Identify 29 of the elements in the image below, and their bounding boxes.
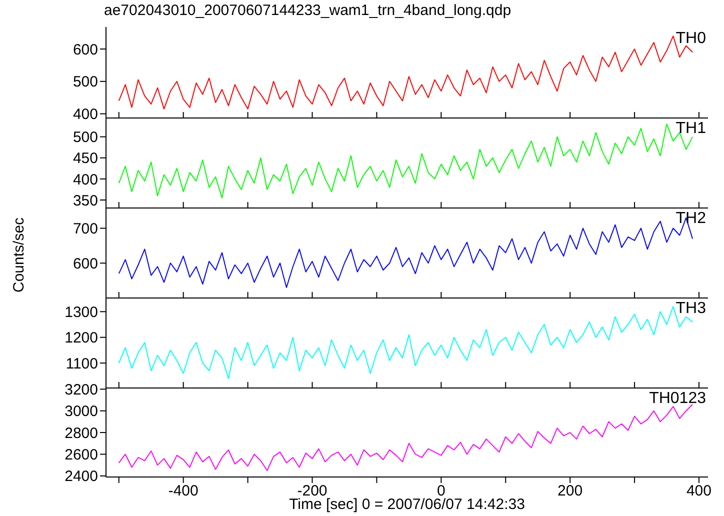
x-tick-label: 200 <box>558 482 583 500</box>
y-tick-label: 450 <box>72 150 98 168</box>
series-label: TH0 <box>676 30 706 48</box>
chart-title: ae702043010_20070607144233_wam1_trn_4band_long.qdp <box>104 2 512 19</box>
series-label: TH2 <box>676 210 706 228</box>
y-tick-label: 500 <box>72 129 98 146</box>
x-tick-label: -400 <box>168 482 198 500</box>
y-axis-title: Counts/sec <box>10 216 28 292</box>
y-tick-label: 400 <box>72 171 98 188</box>
x-axis-title: Time [sec] 0 = 2007/06/07 14:42:33 <box>289 496 525 513</box>
series-label: TH1 <box>676 120 706 138</box>
y-tick-label: 350 <box>72 192 98 210</box>
series-label: TH3 <box>676 300 706 318</box>
y-tick-label: 400 <box>72 106 98 124</box>
line-series <box>118 404 694 471</box>
y-tick-label: 1300 <box>64 304 98 321</box>
y-tick-label: 500 <box>72 74 98 91</box>
y-tick-label: 600 <box>72 41 98 58</box>
y-tick-label: 2600 <box>64 446 98 464</box>
y-tick-label: 1200 <box>64 330 98 347</box>
series-label: TH0123 <box>649 390 706 408</box>
y-tick-label: 700 <box>72 220 98 238</box>
y-tick-label: 3000 <box>64 403 98 420</box>
y-tick-label: 2800 <box>64 424 98 442</box>
y-tick-label: 600 <box>72 255 98 272</box>
y-tick-label: 1100 <box>66 355 98 372</box>
y-tick-label: 3200 <box>64 381 98 398</box>
x-tick-label: 400 <box>686 482 712 500</box>
y-tick-label: 2400 <box>64 468 98 486</box>
